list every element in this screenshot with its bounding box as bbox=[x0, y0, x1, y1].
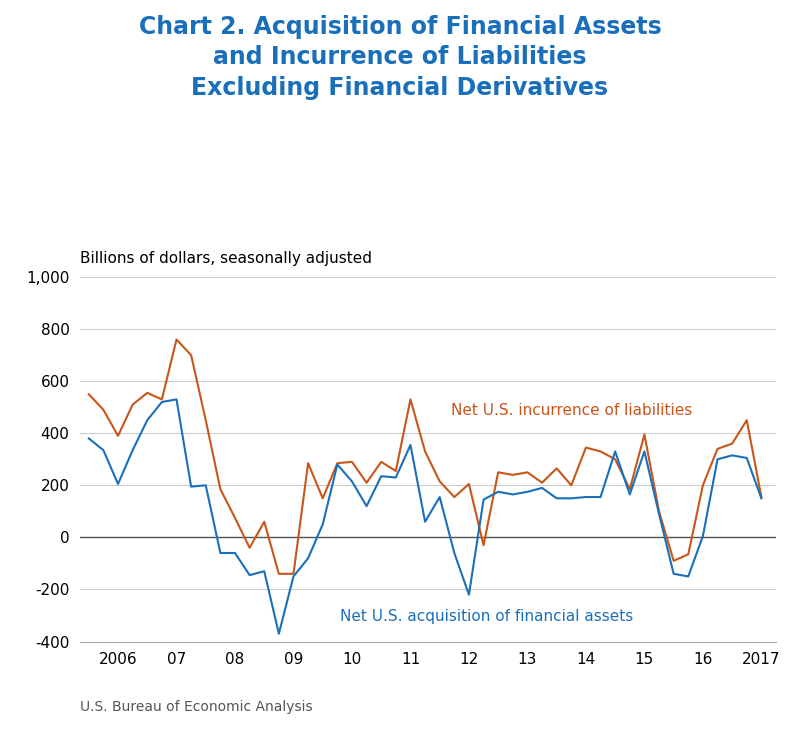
Text: Chart 2. Acquisition of Financial Assets
and Incurrence of Liabilities
Excluding: Chart 2. Acquisition of Financial Assets… bbox=[138, 15, 662, 100]
Text: Net U.S. acquisition of financial assets: Net U.S. acquisition of financial assets bbox=[340, 609, 634, 624]
Text: U.S. Bureau of Economic Analysis: U.S. Bureau of Economic Analysis bbox=[80, 701, 313, 714]
Text: Billions of dollars, seasonally adjusted: Billions of dollars, seasonally adjusted bbox=[80, 251, 372, 266]
Text: Net U.S. incurrence of liabilities: Net U.S. incurrence of liabilities bbox=[451, 403, 693, 418]
